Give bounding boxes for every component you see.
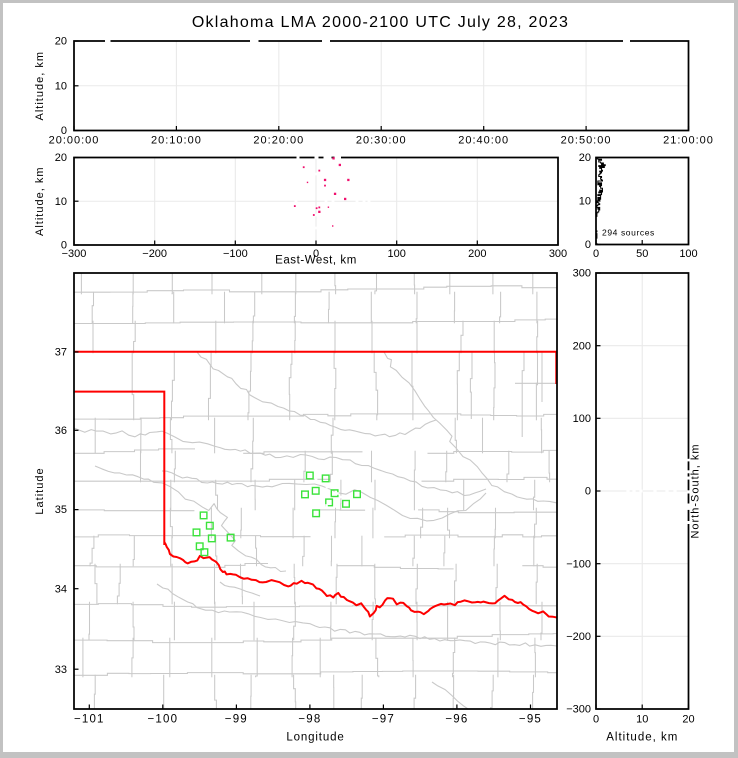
svg-text:−100: −100 [223, 248, 248, 260]
svg-text:−200: −200 [566, 631, 591, 643]
svg-text:−101: −101 [74, 714, 105, 726]
svg-text:20:30:00: 20:30:00 [356, 135, 407, 147]
svg-text:300: 300 [549, 248, 567, 260]
svg-text:200: 200 [468, 248, 486, 260]
svg-text:300: 300 [573, 268, 591, 280]
svg-text:294 sources: 294 sources [602, 228, 655, 238]
svg-text:20: 20 [55, 152, 67, 164]
svg-text:33: 33 [55, 664, 67, 676]
svg-text:35: 35 [55, 504, 67, 516]
svg-text:0: 0 [593, 248, 599, 260]
svg-text:−96: −96 [445, 714, 468, 726]
svg-text:−200: −200 [142, 248, 167, 260]
svg-text:10: 10 [636, 714, 648, 726]
svg-text:21:00:00: 21:00:00 [663, 135, 714, 147]
svg-text:20: 20 [579, 152, 591, 164]
svg-text:0: 0 [585, 239, 591, 251]
svg-text:Altitude, km: Altitude, km [606, 732, 678, 744]
svg-text:20: 20 [682, 714, 694, 726]
svg-text:34: 34 [55, 583, 67, 595]
svg-text:20:40:00: 20:40:00 [458, 135, 509, 147]
svg-text:−95: −95 [519, 714, 542, 726]
svg-text:20:00:00: 20:00:00 [49, 135, 100, 147]
svg-text:−300: −300 [62, 248, 87, 260]
svg-text:20:10:00: 20:10:00 [151, 135, 202, 147]
svg-text:−98: −98 [298, 714, 321, 726]
svg-text:10: 10 [55, 196, 67, 208]
svg-text:100: 100 [573, 413, 591, 425]
svg-text:36: 36 [55, 425, 67, 437]
svg-text:−97: −97 [372, 714, 395, 726]
svg-text:200: 200 [573, 340, 591, 352]
svg-text:Altitude, km: Altitude, km [34, 51, 46, 120]
svg-text:37: 37 [55, 347, 67, 359]
svg-text:−300: −300 [566, 704, 591, 716]
svg-text:Longitude: Longitude [286, 732, 344, 744]
svg-text:0: 0 [61, 240, 67, 252]
svg-text:20:20:00: 20:20:00 [253, 135, 304, 147]
svg-text:North-South, km: North-South, km [690, 443, 702, 538]
svg-text:Altitude, km: Altitude, km [34, 167, 46, 236]
svg-text:0: 0 [313, 248, 319, 260]
svg-text:50: 50 [636, 248, 648, 260]
svg-text:10: 10 [579, 196, 591, 208]
svg-text:−100: −100 [147, 714, 178, 726]
svg-text:0: 0 [585, 486, 591, 498]
svg-text:0: 0 [61, 125, 67, 137]
svg-text:100: 100 [679, 248, 697, 260]
svg-text:20: 20 [55, 36, 67, 48]
svg-text:Oklahoma LMA 2000-2100 UTC Jul: Oklahoma LMA 2000-2100 UTC July 28, 2023 [192, 14, 569, 31]
svg-text:10: 10 [55, 80, 67, 92]
svg-text:100: 100 [387, 248, 405, 260]
svg-text:0: 0 [593, 714, 599, 726]
svg-text:Latitude: Latitude [34, 467, 46, 514]
svg-text:20:50:00: 20:50:00 [561, 135, 612, 147]
svg-text:−99: −99 [225, 714, 248, 726]
svg-text:−100: −100 [566, 558, 591, 570]
svg-text:East-West, km: East-West, km [275, 255, 357, 267]
